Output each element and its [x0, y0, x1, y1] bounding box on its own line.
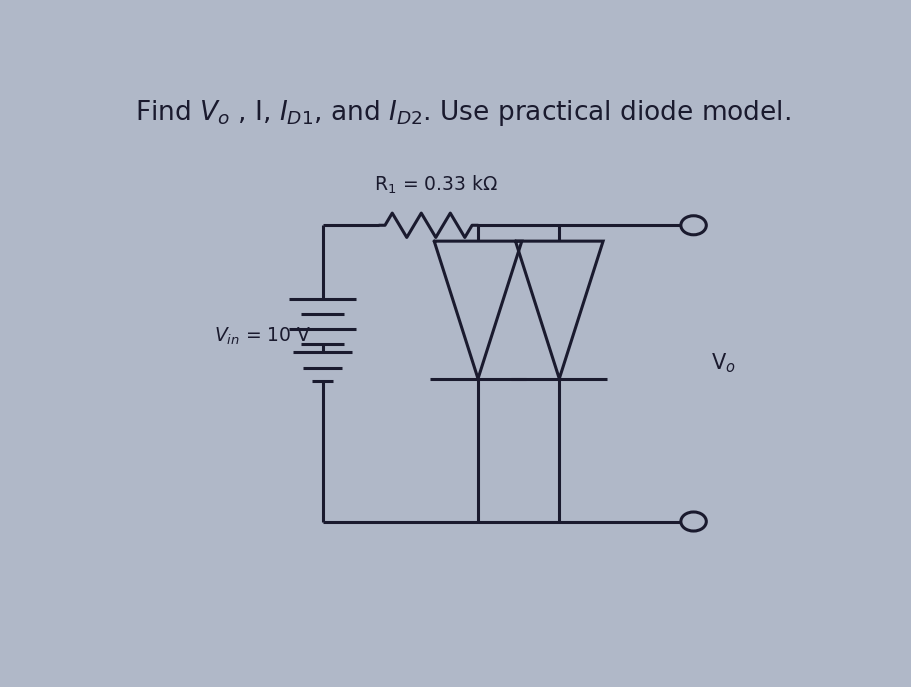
Circle shape: [681, 512, 705, 531]
Text: V$_o$: V$_o$: [711, 351, 735, 374]
Polygon shape: [515, 241, 602, 379]
Circle shape: [681, 216, 705, 235]
Text: Find $V_o$ , I, $I_{D1}$, and $I_{D2}$. Use practical diode model.: Find $V_o$ , I, $I_{D1}$, and $I_{D2}$. …: [135, 98, 790, 128]
Text: R$_1$ = 0.33 kΩ: R$_1$ = 0.33 kΩ: [374, 174, 497, 196]
Text: $V_{in}$ = 10 V: $V_{in}$ = 10 V: [214, 326, 312, 347]
Polygon shape: [434, 241, 521, 379]
